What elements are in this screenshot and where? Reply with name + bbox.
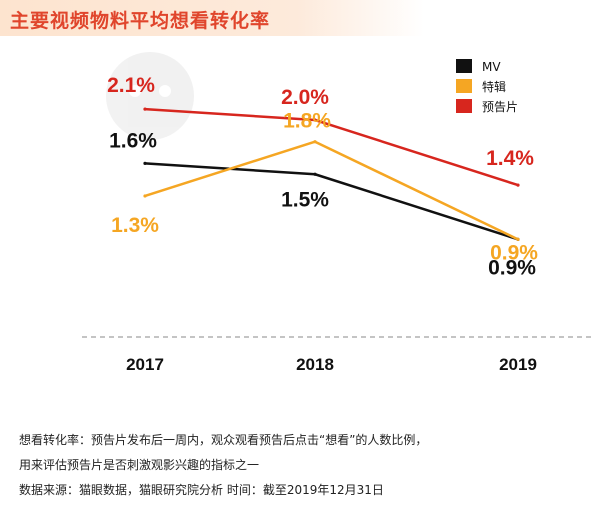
source-line: 数据来源：猫眼数据，猫眼研究院分析 时间：截至2019年12月31日 xyxy=(19,483,384,497)
data-label: 1.4% xyxy=(486,147,534,170)
data-label: 0.9% xyxy=(490,241,538,264)
series-line-2 xyxy=(144,107,519,187)
data-point xyxy=(313,172,317,176)
series-layer xyxy=(143,107,520,241)
legend-swatch xyxy=(456,99,472,113)
title-bar: 主要视频物料平均想看转化率 xyxy=(0,0,600,36)
title-band xyxy=(0,0,424,36)
data-label: 2.0% xyxy=(281,86,329,109)
data-point xyxy=(143,161,147,165)
x-tick-label: 2017 xyxy=(126,355,164,374)
legend-swatch xyxy=(456,59,472,73)
data-label: 2.1% xyxy=(107,74,155,97)
data-point xyxy=(516,237,520,241)
data-point xyxy=(143,194,147,198)
x-tick-label: 2018 xyxy=(296,355,334,374)
data-label: 1.6% xyxy=(109,129,157,152)
data-point xyxy=(313,140,317,144)
definition-line-1: 想看转化率：预告片发布后一周内，观众观看预告后点击“想看”的人数比例， xyxy=(19,433,428,447)
legend-swatch xyxy=(456,79,472,93)
legend-label: 预告片 xyxy=(482,100,518,114)
definition-line-2: 用来评估预告片是否刺激观影兴趣的指标之一 xyxy=(19,458,260,472)
page-title: 主要视频物料平均想看转化率 xyxy=(10,10,271,32)
legend-label: 特辑 xyxy=(482,79,506,94)
data-label: 1.8% xyxy=(283,110,331,133)
series-line-1 xyxy=(144,140,519,241)
data-point xyxy=(516,183,520,187)
x-tick-label: 2019 xyxy=(499,355,537,374)
x-axis-ticks: 2017 2018 2019 xyxy=(126,355,537,374)
footnotes: 想看转化率：预告片发布后一周内，观众观看预告后点击“想看”的人数比例， 用来评估… xyxy=(19,428,589,503)
data-point xyxy=(313,118,317,122)
series-line-0 xyxy=(144,162,519,241)
watermark-logo xyxy=(106,52,194,140)
legend-label: MV xyxy=(482,60,501,74)
data-label-layer: 1.6% 1.5% 0.9% 1.3% 1.8% 0.9% 2.1% 2.0% 1.4% xyxy=(107,74,538,279)
data-label: 0.9% xyxy=(488,256,536,279)
data-label: 1.3% xyxy=(111,214,159,237)
data-label: 1.5% xyxy=(281,188,329,211)
data-point xyxy=(143,107,147,111)
line-chart: 1.6% 1.5% 0.9% 1.3% 1.8% 0.9% 2.1% 2.0% 1.4% 201… xyxy=(82,52,595,374)
